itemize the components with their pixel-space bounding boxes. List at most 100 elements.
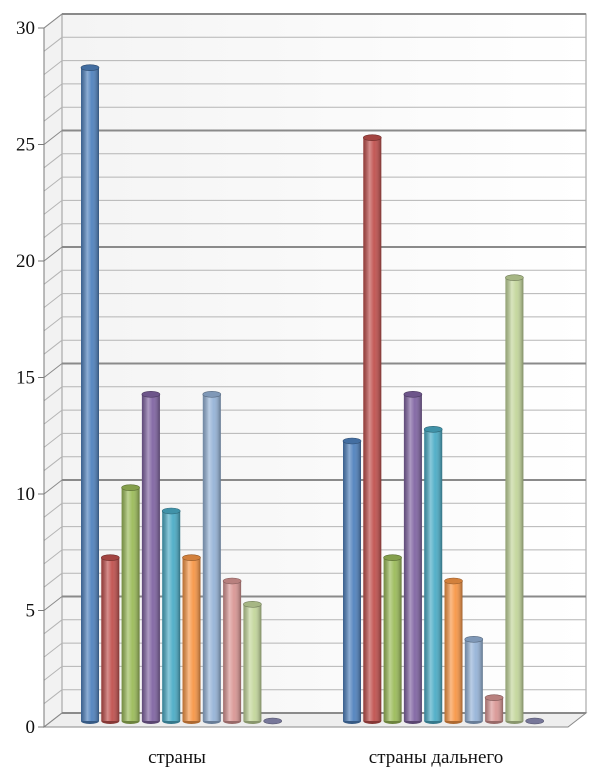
bar [362,134,382,724]
bar [182,554,201,724]
bar [484,694,504,724]
side-gridline [43,293,63,308]
bar-shading [485,697,504,721]
bar-shading [101,557,120,721]
side-gridline [43,363,63,378]
y-tick-label: 10 [16,484,35,505]
bar [505,274,524,724]
side-gridline [43,269,63,285]
bar-top [141,391,161,398]
y-tick-label: 0 [26,717,36,738]
side-gridline [43,153,63,169]
side-gridline [43,479,63,495]
side-gridline [43,689,63,705]
bar-shading [243,604,262,721]
bar-shading [162,511,181,721]
side-gridline [43,549,63,565]
bar [444,577,463,724]
bar-shading [505,277,524,721]
side-gridline [43,502,63,518]
bar [263,717,283,725]
bar-shading [363,137,382,721]
side-gridline [43,223,63,239]
bar-top [464,636,484,643]
bar [383,554,402,724]
side-gridline [43,36,63,52]
bar-shading [383,557,402,721]
y-tick-label: 30 [16,18,35,39]
bar-top [121,484,140,491]
side-gridline [43,200,63,215]
side-gridline [43,106,63,122]
bar-top [101,554,120,561]
bar [423,426,443,724]
side-gridline [43,60,63,75]
bar-shading [141,394,160,721]
bar-shading [464,639,483,721]
bar [464,636,484,724]
bar-top [484,694,504,701]
bar [161,507,181,724]
bar-top [263,717,283,725]
bar-top [182,554,201,561]
bar-top [383,554,402,561]
bar-shading [202,394,221,721]
side-gridline [43,666,63,681]
y-tick-label: 20 [16,251,35,272]
bar-shading [81,67,99,721]
side-gridline [43,83,63,99]
bar-shading [223,581,242,721]
bar [243,601,262,724]
bar [342,437,362,724]
side-gridline [43,572,63,588]
side-gridline [43,596,63,611]
bar-shading [121,487,140,721]
y-tick-label: 15 [16,368,35,389]
side-gridline [43,339,63,355]
y-tick-label: 25 [16,135,35,156]
bars [80,64,545,725]
side-gridline [43,316,63,332]
y-axis: 0 5 10 15 20 25 30 [16,18,45,738]
bar [403,391,423,724]
bar-top [362,134,382,141]
side-gridline [43,619,63,635]
bar [525,717,545,725]
side-gridline [43,642,63,658]
bar-top [243,601,262,608]
bar [121,484,140,724]
bar-shading [424,429,443,721]
bar-top [80,64,100,71]
bar-shading [444,581,463,721]
category-label: страны [148,747,206,768]
side-gridline [43,176,63,192]
y-tick-label: 5 [26,601,36,622]
bar-shading [403,394,422,721]
side-gridline [43,246,63,262]
bar-top [403,391,423,398]
bar-top [505,274,524,281]
bar [222,577,242,724]
category-label: страны дальнего [369,747,503,768]
bar-top [161,507,181,515]
bar [101,554,120,724]
bar [202,391,222,724]
side-gridline [43,409,63,425]
side-gridline [43,386,63,402]
bar [80,64,100,724]
bar-shading [182,557,201,721]
bar-shading [343,441,361,721]
bar-top [444,577,463,585]
side-gridline [43,130,63,145]
side-gridline [43,456,63,472]
side-gridline [43,712,63,728]
side-gridline [43,433,63,448]
side-gridline [43,526,63,541]
side-gridline [43,13,63,29]
bar-top [202,391,222,398]
bar [141,391,161,724]
bar-top [525,717,545,725]
bar-top [423,426,443,433]
bar-top [342,437,362,445]
